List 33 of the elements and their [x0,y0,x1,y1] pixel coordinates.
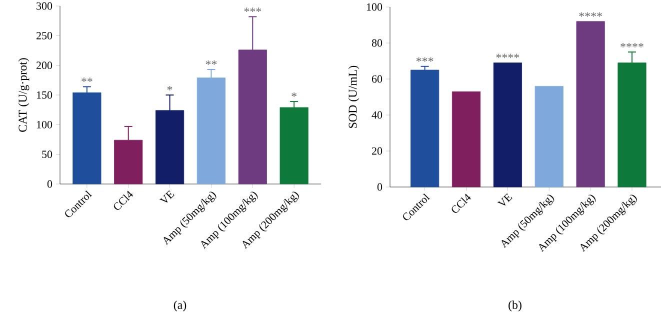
y-tick-label: 0 [47,180,52,188]
y-tick-label: 20 [372,147,382,155]
text: (a) [174,300,186,312]
annotation: ** [206,60,217,65]
y-tick-label: 100 [37,120,52,128]
bar [452,91,481,188]
x-tick-label: VE [497,193,512,206]
y-tick-label: 0 [377,183,382,191]
bar [410,70,440,188]
bar [493,62,522,188]
y-tick-label: 60 [372,75,382,83]
y-tick-label: 300 [36,2,52,10]
annotation: * [167,86,172,90]
y-tick-label: 250 [36,32,52,40]
text: (b) [508,300,522,312]
annotation: ** [82,78,92,82]
y-axis-title: SOD (U/mL) [348,66,360,128]
y-tick-label: 80 [372,39,382,47]
annotation: **** [496,54,520,58]
annotation: **** [579,12,602,17]
bar [576,21,605,188]
y-tick-label: 50 [42,150,52,158]
y-axis-title: CAT (U/g·prot) [18,58,30,132]
x-tick-label: VE [160,190,174,202]
bar [534,86,564,188]
annotation: * [292,92,296,97]
annotation: **** [620,42,644,48]
annotation: *** [244,8,262,12]
y-tick-label: 40 [372,111,382,119]
y-tick-label: 150 [37,91,52,99]
y-tick-label: 100 [367,3,382,11]
y-tick-label: 200 [36,62,52,70]
annotation: *** [416,57,434,62]
